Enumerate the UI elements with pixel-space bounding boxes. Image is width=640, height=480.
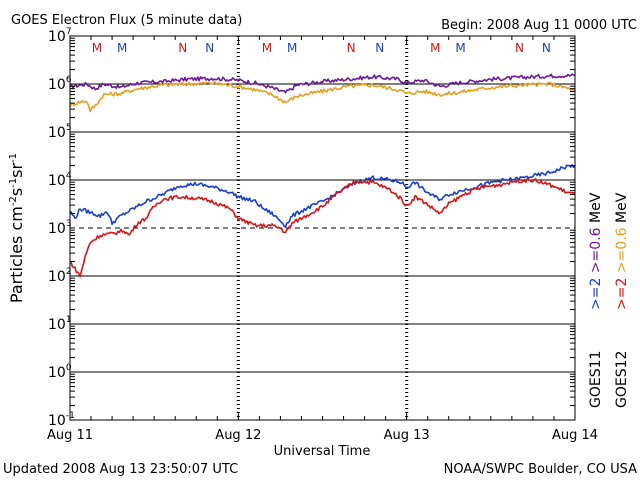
y-tick-label: 10-1 xyxy=(48,411,75,429)
y-axis-ticks: 107 106 105 104 103 102 101 100 10-1 xyxy=(48,27,575,429)
y-tick-label: 101 xyxy=(48,315,72,333)
x-axis-label: Universal Time xyxy=(274,444,371,459)
y-tick-label: 107 xyxy=(48,27,72,45)
data-series xyxy=(69,73,576,278)
grid-lines xyxy=(70,36,575,420)
event-marker: M xyxy=(117,41,127,55)
event-marker: N xyxy=(347,41,356,55)
x-tick-label: Aug 13 xyxy=(384,428,430,443)
x-axis-ticks: Aug 11 Aug 12 Aug 13 Aug 14 xyxy=(47,36,598,443)
y-axis-label: Particles cm-2s-1sr-1 xyxy=(7,153,26,303)
series-line-g12_2 xyxy=(69,177,576,278)
event-marker: N xyxy=(178,41,187,55)
event-marker: N xyxy=(542,41,551,55)
y-tick-label: 103 xyxy=(48,219,72,237)
x-tick-label: Aug 12 xyxy=(215,428,261,443)
event-marker: M xyxy=(430,41,440,55)
event-marker: N xyxy=(205,41,214,55)
event-marker: M xyxy=(262,41,272,55)
event-marker: M xyxy=(92,41,102,55)
legend-goes12-label: GOES12 xyxy=(614,351,630,408)
event-marker: N xyxy=(375,41,384,55)
legend-goes11-label: GOES11 xyxy=(588,351,604,408)
footer-credit: NOAA/SWPC Boulder, CO USA xyxy=(444,462,637,477)
event-marker: N xyxy=(515,41,524,55)
y-tick-label: 104 xyxy=(48,171,72,189)
footer-updated: Updated 2008 Aug 13 23:50:07 UTC xyxy=(3,462,238,477)
y-tick-label: 100 xyxy=(48,363,72,381)
event-marker: M xyxy=(455,41,465,55)
x-tick-label: Aug 11 xyxy=(47,428,93,443)
y-tick-label: 106 xyxy=(48,75,72,93)
series-line-g11_06 xyxy=(69,73,576,94)
x-tick-label: Aug 14 xyxy=(552,428,598,443)
legend-goes11-line: >=2 >=0.6 MeV xyxy=(588,192,604,310)
legend-goes12-line: >=2 >=0.6 MeV xyxy=(614,192,630,310)
legend: >=2 >=0.6 MeV >=2 >=0.6 MeV GOES11 GOES1… xyxy=(588,192,630,408)
chart-begin-time: Begin: 2008 Aug 11 0000 UTC xyxy=(441,18,637,33)
event-marker: M xyxy=(287,41,297,55)
series-line-g12_06 xyxy=(69,80,576,113)
chart-title: GOES Electron Flux (5 minute data) xyxy=(11,13,242,28)
series-line-g11_2 xyxy=(69,164,576,228)
y-tick-label: 102 xyxy=(48,267,72,285)
y-tick-label: 105 xyxy=(48,123,72,141)
